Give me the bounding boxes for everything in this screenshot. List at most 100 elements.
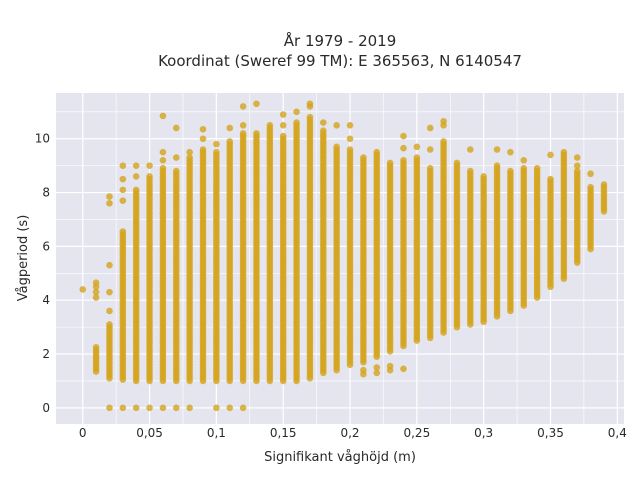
x-tick-label: 0,15 — [270, 426, 297, 440]
data-point — [253, 100, 260, 108]
data-point — [146, 162, 153, 169]
y-tick-label: 0 — [42, 401, 50, 415]
data-point — [92, 288, 100, 296]
data-point — [426, 124, 434, 132]
data-point — [106, 261, 113, 269]
data-point — [600, 181, 608, 188]
data-point — [279, 111, 287, 118]
y-tick-label: 8 — [42, 186, 50, 200]
x-tick-label: 0 — [79, 426, 87, 440]
x-tick-label: 0,1 — [207, 426, 226, 440]
data-point — [467, 146, 474, 153]
data-point — [186, 148, 193, 156]
data-point — [560, 148, 568, 156]
data-point — [520, 165, 528, 172]
data-point — [306, 100, 314, 108]
data-point — [132, 162, 140, 169]
data-point — [239, 103, 247, 110]
data-point — [253, 130, 260, 137]
data-point — [493, 162, 501, 169]
data-point — [119, 186, 127, 194]
data-point — [533, 165, 541, 172]
data-point — [159, 165, 167, 172]
y-tick-label: 4 — [42, 293, 50, 307]
data-point — [453, 159, 461, 167]
data-point — [92, 294, 100, 301]
data-point — [159, 112, 167, 120]
data-point — [226, 124, 234, 132]
data-point — [293, 108, 300, 116]
x-tick-label: 0,4 — [608, 426, 627, 440]
data-point — [119, 228, 127, 235]
data-point — [106, 321, 113, 328]
data-point — [467, 167, 474, 175]
data-point — [346, 121, 354, 129]
x-tick-label: 0,2 — [340, 426, 359, 440]
data-point — [413, 143, 421, 151]
data-point — [426, 146, 434, 153]
data-point — [440, 138, 447, 145]
data-point — [573, 154, 581, 161]
data-point — [146, 404, 153, 412]
x-tick-label: 0,3 — [474, 426, 493, 440]
data-point — [199, 126, 207, 133]
data-point — [92, 279, 100, 287]
data-point — [159, 148, 167, 156]
x-tick-label: 0,25 — [403, 426, 430, 440]
data-point — [172, 154, 180, 161]
data-point — [386, 362, 394, 370]
data-point — [132, 186, 140, 194]
data-point — [400, 132, 407, 140]
data-point — [239, 404, 247, 412]
data-point — [132, 173, 140, 180]
data-point — [159, 156, 167, 164]
data-point — [520, 156, 528, 164]
data-point — [333, 143, 340, 151]
data-point — [480, 173, 487, 180]
data-point — [493, 146, 501, 153]
data-point — [400, 156, 407, 164]
chart-title-line-1: År 1979 - 2019 — [284, 31, 397, 50]
data-point — [346, 146, 354, 153]
data-point — [213, 148, 220, 156]
data-point — [360, 366, 367, 374]
x-tick-label: 0,35 — [537, 426, 564, 440]
data-point — [333, 121, 340, 129]
data-point — [226, 138, 234, 145]
data-point — [373, 369, 381, 377]
y-tick-label: 2 — [42, 347, 50, 361]
data-point — [186, 154, 193, 161]
data-point — [573, 162, 581, 169]
data-point — [400, 365, 407, 373]
data-point — [119, 404, 127, 412]
x-axis-title: Signifikant våghöjd (m) — [264, 450, 416, 465]
data-point — [547, 151, 554, 159]
data-point — [172, 124, 180, 132]
data-point — [360, 154, 367, 161]
data-point — [213, 404, 220, 412]
x-tick-label: 0,05 — [136, 426, 163, 440]
data-point — [106, 307, 113, 315]
data-point — [159, 404, 167, 412]
data-point — [573, 167, 581, 175]
data-point — [547, 175, 554, 183]
data-point — [400, 144, 407, 152]
y-tick-label: 6 — [42, 239, 50, 253]
data-point — [132, 404, 140, 412]
y-axis-title: Vågperiod (s) — [16, 215, 31, 302]
data-point — [239, 130, 247, 137]
data-point — [373, 148, 381, 156]
data-point — [440, 117, 447, 125]
data-point — [266, 121, 274, 129]
data-point — [319, 119, 327, 126]
data-point — [79, 286, 87, 293]
data-point — [213, 140, 220, 148]
data-point — [92, 344, 100, 351]
data-point — [146, 173, 153, 180]
chart-title-line-2: Koordinat (Sweref 99 TM): E 365563, N 61… — [158, 52, 522, 70]
data-point — [106, 193, 113, 200]
data-point — [239, 121, 247, 129]
data-point — [119, 197, 127, 204]
data-point — [346, 135, 354, 143]
